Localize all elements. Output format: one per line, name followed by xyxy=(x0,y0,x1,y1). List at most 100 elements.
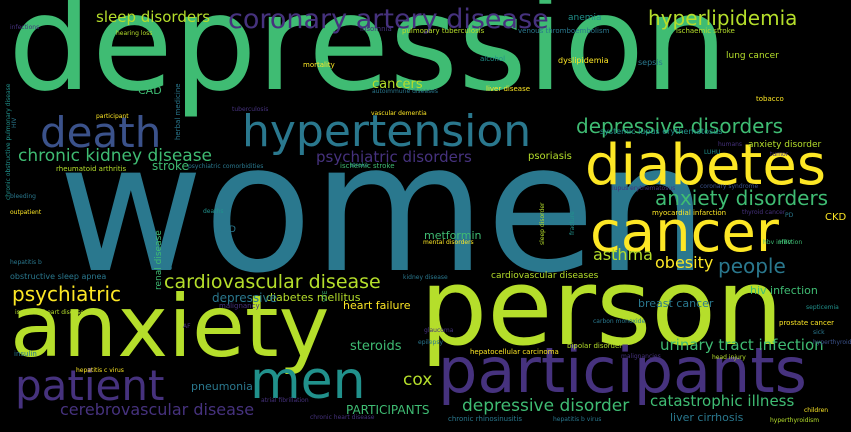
word: outpatient xyxy=(10,209,42,216)
word: tuberculosis xyxy=(232,106,269,113)
word: bipolar disorder xyxy=(567,342,623,350)
word: hyperthyroidism xyxy=(813,339,851,346)
word: pulmonary tuberculosis xyxy=(402,27,485,35)
word: psychiatric comorbidities xyxy=(188,163,264,170)
word: cancer xyxy=(590,200,779,265)
word: obstructive sleep apnea xyxy=(10,272,107,281)
word: anxiety xyxy=(10,277,330,377)
word: sepsis xyxy=(638,58,663,67)
word: mortality xyxy=(303,61,335,69)
word: autoimmune diseases xyxy=(372,88,438,95)
word: alcohol xyxy=(480,55,506,63)
word: pneumonia xyxy=(191,380,253,393)
word: hbv infection xyxy=(763,239,803,246)
word: anxiety disorder xyxy=(748,140,822,150)
word: participants xyxy=(438,334,807,407)
word: humans xyxy=(718,141,743,148)
word: sleep disorder xyxy=(539,202,546,246)
word: liver cirrhosis xyxy=(670,411,744,424)
word: head injury xyxy=(712,354,746,361)
word: cerebrovascular disease xyxy=(60,400,255,419)
word: dyslipidemia xyxy=(558,56,609,65)
word: epilepsy xyxy=(418,339,444,346)
word: lung cancer xyxy=(726,51,779,61)
word: AF xyxy=(183,323,191,330)
word: coronary syndrome xyxy=(700,183,759,190)
word: participant xyxy=(96,113,129,120)
word: prostate cancer xyxy=(779,319,835,327)
word: ischemic stroke xyxy=(340,162,395,170)
word: malignancies xyxy=(621,353,661,360)
word: LUHU xyxy=(704,149,721,156)
word: tumor xyxy=(770,151,789,158)
word: anxiety disorders xyxy=(655,186,829,210)
word: asthma xyxy=(593,245,653,264)
word: insomnia xyxy=(360,25,392,33)
word: men xyxy=(250,351,366,411)
word: mental disorders xyxy=(423,239,474,246)
word: chronic obstructive pulmonary disease xyxy=(5,83,12,200)
word: HBV xyxy=(779,239,792,246)
word: stroke xyxy=(350,162,369,169)
word: anemia xyxy=(568,13,602,23)
word: hearing loss xyxy=(116,30,153,37)
word: myocardial infarction xyxy=(652,209,727,217)
word: CHD xyxy=(216,225,236,235)
word: thyroid cancer xyxy=(742,209,786,216)
word: steroids xyxy=(350,339,402,354)
word: sick xyxy=(813,329,825,336)
word: VTE xyxy=(322,290,329,302)
word: CAD xyxy=(138,84,162,97)
word: herbal medicine xyxy=(174,83,182,140)
word: CKD xyxy=(825,212,847,223)
word: systemic lupus erythematosus xyxy=(600,127,723,136)
word: coronary artery disease xyxy=(228,4,549,35)
word: metformin xyxy=(424,229,482,242)
word: bleeding xyxy=(10,193,36,200)
word: psoriasis xyxy=(528,151,572,162)
word: person xyxy=(420,246,784,369)
word: PD xyxy=(785,212,794,219)
word: hepatocellular carcinoma xyxy=(470,348,559,356)
word: hepatitis b virus xyxy=(553,416,602,423)
word: HIV xyxy=(11,117,18,128)
word: sleep disorders xyxy=(96,8,211,26)
word: women xyxy=(58,105,709,312)
word: infections xyxy=(10,24,40,31)
word: depressive xyxy=(212,291,277,305)
word: liver disease xyxy=(486,85,531,93)
word: venous thromboembolism xyxy=(518,27,610,35)
word: patient xyxy=(15,361,165,410)
word: insulin xyxy=(14,350,37,358)
word: children xyxy=(804,407,829,414)
word: psychiatric disorders xyxy=(316,148,472,166)
word: atrial fibrillation xyxy=(261,397,309,404)
word: cardiovascular disease xyxy=(164,271,381,293)
word: renal disease xyxy=(154,230,164,290)
word: HD xyxy=(163,265,173,272)
word: depression xyxy=(8,0,729,121)
word: chronic heart disease xyxy=(310,414,375,421)
word: hyperlipidemia xyxy=(648,6,798,30)
word: cardiovascular diseases xyxy=(491,271,599,281)
word: diabetes mellitus xyxy=(266,291,361,304)
word: breast cancer xyxy=(638,297,714,310)
word: people xyxy=(718,254,786,278)
word: cox xyxy=(403,370,433,390)
word: depressive disorder xyxy=(462,396,630,416)
word: vascular dementia xyxy=(371,110,427,117)
word: heart failure xyxy=(343,299,411,312)
word: carbon monoxide xyxy=(593,318,646,325)
word: lupus erythematosus xyxy=(612,185,676,192)
word: tobacco xyxy=(756,95,784,103)
word: obesity xyxy=(655,253,714,272)
word: deaths xyxy=(203,208,224,215)
word: chronic rhinosinusitis xyxy=(448,415,522,423)
word: cancers xyxy=(372,77,423,92)
word: psychiatric xyxy=(12,282,122,306)
word: urinary tract infection xyxy=(660,336,824,354)
word: stroke xyxy=(152,159,189,173)
word: hepatitis c virus xyxy=(76,367,124,374)
word: malignancy xyxy=(219,302,260,310)
